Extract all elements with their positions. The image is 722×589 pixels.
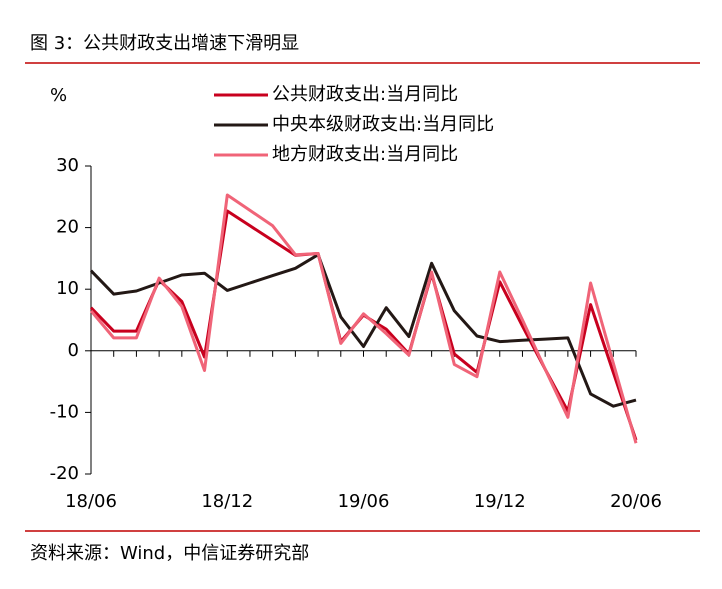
y-tick-label: -10 [50,401,79,422]
x-tick-label: 18/12 [201,491,253,512]
y-tick-label: 0 [68,340,79,361]
y-tick-label: 30 [56,155,79,176]
series-line [89,193,638,444]
x-tick-label: 19/06 [338,491,390,512]
chart-title: 图 3：公共财政支出增速下滑明显 [30,33,299,54]
y-tick-label: 20 [56,217,79,238]
x-tick-label: 19/12 [474,491,526,512]
y-axis-label: % [50,85,67,106]
series-line [89,253,637,408]
x-tick-label: 18/06 [65,491,117,512]
y-tick-label: 10 [56,278,79,299]
source: 资料来源：Wind，中信证券研究部 [30,543,309,564]
y-tick-label: -20 [50,463,79,484]
legend-label: 公共财政支出:当月同比 [272,84,458,105]
legend-label: 中央本级财政支出:当月同比 [272,114,494,135]
legend-label: 地方财政支出:当月同比 [272,144,458,165]
series-line [89,209,638,441]
x-tick-label: 20/06 [610,491,662,512]
